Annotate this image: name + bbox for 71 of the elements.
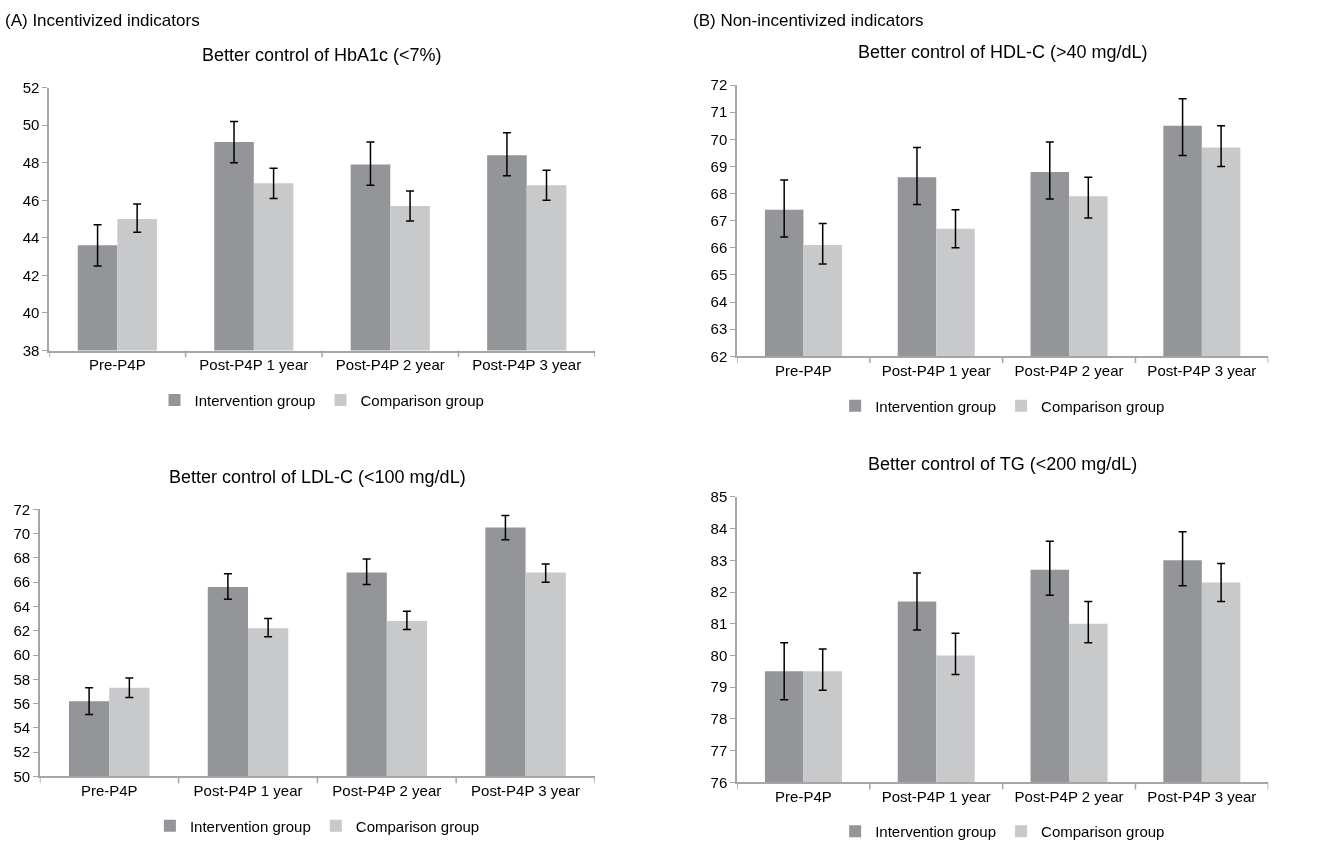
- text: (B) Non-incentivized indicators: [693, 11, 924, 30]
- x-tick-label: Post-P4P 1 year: [881, 362, 991, 380]
- x-tick-label: Post-P4P 2 year: [335, 356, 445, 374]
- y-tick-label: 46: [22, 191, 40, 209]
- chart-title: Better control of HbA1c (<7%): [202, 45, 442, 65]
- y-tick-label: 62: [13, 622, 31, 640]
- y-tick-label: 76: [710, 773, 728, 791]
- y-tick-label: 48: [22, 153, 40, 171]
- x-tick-label: Pre-P4P: [89, 356, 146, 374]
- legend-label: Intervention group: [875, 397, 997, 415]
- x-tick-label: Pre-P4P: [80, 782, 138, 800]
- y-tick-label: 79: [710, 678, 728, 696]
- y-tick-label: 50: [13, 767, 31, 785]
- chart-title: Better control of TG (<200 mg/dL): [868, 454, 1138, 474]
- y-tick-label: 83: [710, 551, 728, 569]
- x-tick-label: Post-P4P 2 year: [1014, 787, 1124, 805]
- y-tick-label: 71: [710, 103, 728, 121]
- x-tick-label: Pre-P4P: [775, 787, 832, 805]
- y-tick-label: 64: [710, 293, 728, 311]
- x-tick-label: Post-P4P 1 year: [199, 356, 309, 374]
- y-tick-label: 72: [13, 500, 31, 518]
- y-tick-label: 60: [13, 646, 31, 664]
- y-tick-label: 85: [710, 488, 728, 506]
- y-tick-label: 50: [22, 116, 40, 134]
- chart-title: Better control of LDL-C (<100 mg/dL): [169, 467, 466, 487]
- legend-label: Comparison group: [1041, 823, 1165, 841]
- y-tick-label: 65: [710, 266, 728, 284]
- y-tick-label: 77: [710, 741, 728, 759]
- y-tick-label: 62: [710, 347, 728, 365]
- y-tick-label: 63: [710, 320, 728, 338]
- x-tick-label: Pre-P4P: [775, 362, 832, 380]
- chart-title: Better control of HDL-C (>40 mg/dL): [858, 42, 1148, 62]
- legend-label: Intervention group: [194, 391, 316, 409]
- y-tick-label: 66: [13, 573, 31, 591]
- y-tick-label: 80: [710, 646, 728, 664]
- y-tick-label: 68: [710, 184, 728, 202]
- y-tick-label: 70: [710, 130, 728, 148]
- legend-label: Intervention group: [189, 817, 311, 835]
- x-tick-label: Post-P4P 3 year: [1147, 787, 1257, 805]
- y-tick-label: 70: [13, 524, 31, 542]
- text: (A) Incentivized indicators: [5, 11, 200, 30]
- x-tick-label: Post-P4P 3 year: [1147, 362, 1257, 380]
- y-tick-label: 78: [710, 710, 728, 728]
- legend-label: Intervention group: [875, 823, 997, 841]
- x-tick-label: Post-P4P 1 year: [193, 782, 303, 800]
- x-tick-label: Post-P4P 1 year: [881, 787, 991, 805]
- x-tick-label: Post-P4P 2 year: [332, 782, 442, 800]
- legend-label: Comparison group: [355, 817, 480, 835]
- y-tick-label: 68: [13, 549, 31, 567]
- y-tick-label: 64: [13, 597, 31, 615]
- y-tick-label: 66: [710, 239, 728, 257]
- y-tick-label: 52: [22, 78, 40, 96]
- y-tick-label: 54: [13, 719, 31, 737]
- y-tick-label: 42: [22, 266, 40, 284]
- y-tick-label: 82: [710, 583, 728, 601]
- y-tick-label: 38: [22, 341, 40, 359]
- y-tick-label: 44: [22, 229, 40, 247]
- y-tick-label: 40: [22, 304, 40, 322]
- legend-label: Comparison group: [1041, 397, 1165, 415]
- x-tick-label: Post-P4P 2 year: [1014, 362, 1124, 380]
- y-tick-label: 67: [710, 211, 728, 229]
- y-tick-label: 56: [13, 694, 31, 712]
- y-tick-label: 84: [710, 519, 728, 537]
- x-tick-label: Post-P4P 3 year: [471, 782, 581, 800]
- y-tick-label: 72: [710, 76, 728, 94]
- y-tick-label: 52: [13, 743, 31, 761]
- y-tick-label: 69: [710, 157, 728, 175]
- x-tick-label: Post-P4P 3 year: [472, 356, 582, 374]
- y-tick-label: 81: [710, 614, 728, 632]
- legend-label: Comparison group: [360, 391, 484, 409]
- y-tick-label: 58: [13, 670, 31, 688]
